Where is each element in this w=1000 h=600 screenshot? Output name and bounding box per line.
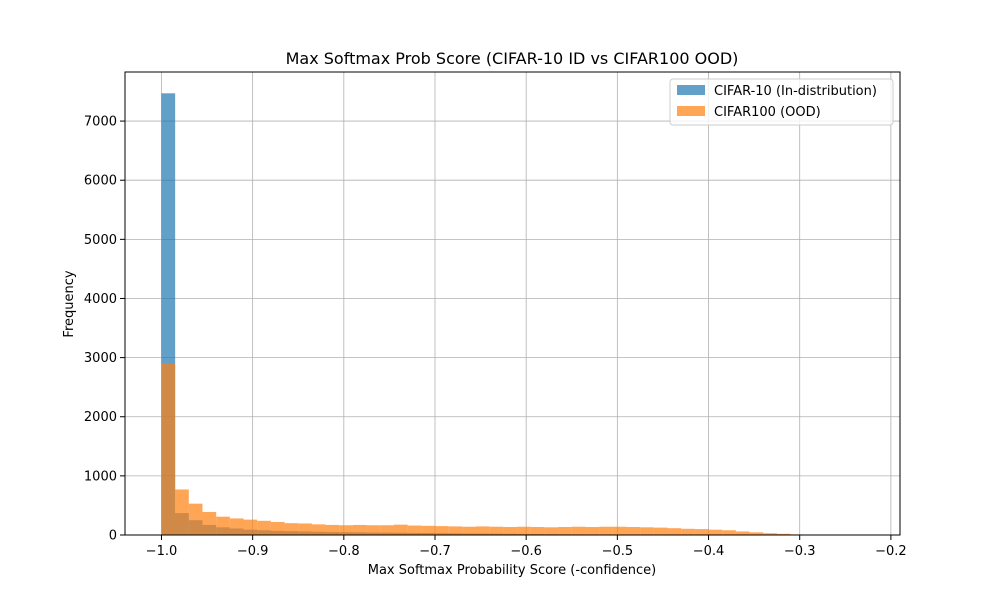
histogram-bar-cifar100 — [311, 524, 326, 535]
histogram-bar-cifar100 — [352, 524, 367, 535]
histogram-bar-cifar100 — [776, 533, 791, 535]
legend-box — [669, 78, 894, 126]
histogram-bar-cifar100 — [530, 527, 545, 535]
x-tick-label: −0.6 — [510, 544, 542, 559]
histogram-bar-cifar100 — [435, 526, 449, 535]
x-tick-label: −0.9 — [237, 544, 269, 559]
legend-swatch-cifar100 — [677, 106, 705, 116]
x-tick-label: −0.2 — [875, 544, 907, 559]
histogram-bar-cifar100 — [612, 526, 627, 535]
histogram-bar-cifar100 — [366, 525, 381, 535]
y-tick-label: 2000 — [84, 410, 117, 425]
histogram-bar-cifar100 — [694, 529, 709, 535]
histogram-bar-cifar100 — [202, 511, 217, 535]
plot-frame — [124, 71, 901, 536]
histogram-bar-cifar100 — [407, 525, 422, 535]
x-axis-label: Max Softmax Probability Score (-confiden… — [368, 563, 657, 578]
histogram-bar-cifar100 — [448, 526, 463, 535]
histogram-bar-cifar100 — [503, 527, 518, 535]
histogram-bar-cifar100 — [229, 518, 244, 535]
histogram-bar-cifar100 — [298, 523, 312, 535]
histogram-bar-cifar100 — [462, 526, 477, 535]
histogram-bar-cifar100 — [339, 525, 353, 535]
histogram-bar-cifar100 — [749, 532, 764, 535]
histogram-bar-cifar100 — [681, 528, 695, 535]
y-tick-label: 3000 — [84, 351, 117, 366]
histogram-bar-cifar100 — [517, 526, 531, 535]
histogram-bar-cifar100 — [640, 527, 654, 535]
y-tick-label: 4000 — [84, 292, 117, 307]
histogram-bar-cifar100 — [571, 526, 586, 535]
chart-title: Max Softmax Prob Score (CIFAR-10 ID vs C… — [286, 49, 739, 68]
histogram-bar-cifar100 — [216, 516, 230, 535]
x-tick-label: −1.0 — [146, 544, 178, 559]
histogram-bar-cifar100 — [599, 526, 613, 535]
histogram-bar-cifar100 — [735, 531, 750, 535]
legend-label-cifar10: CIFAR-10 (In-distribution) — [714, 84, 877, 99]
y-tick-label: 7000 — [84, 115, 117, 130]
histogram-bar-cifar100 — [188, 503, 203, 535]
histogram-bar-cifar100 — [544, 527, 559, 535]
histogram-bar-cifar100 — [270, 521, 285, 535]
histogram-bar-cifar100 — [175, 489, 189, 535]
histogram-bar-cifar100 — [257, 520, 271, 535]
histogram-bar-cifar100 — [421, 525, 435, 535]
histogram-bar-cifar100 — [558, 527, 572, 535]
histogram-bar-cifar100 — [585, 527, 600, 535]
y-tick-label: 1000 — [84, 469, 117, 484]
y-tick-label: 0 — [109, 529, 117, 544]
histogram-bar-cifar100 — [243, 519, 258, 535]
histogram-bar-cifar100 — [380, 525, 394, 535]
histogram-bar-cifar100 — [708, 529, 723, 535]
histogram-bar-cifar100 — [489, 526, 504, 535]
histogram-bar-cifar100 — [393, 524, 408, 535]
y-tick-label: 5000 — [84, 233, 117, 248]
x-tick-label: −0.7 — [419, 544, 451, 559]
plot-area — [125, 72, 900, 535]
bar-layer — [161, 93, 832, 535]
histogram-bar-cifar100 — [325, 524, 340, 535]
y-axis-label: Frequency — [62, 270, 77, 337]
x-tick-label: −0.4 — [693, 544, 725, 559]
histogram-bar-cifar100 — [763, 533, 777, 535]
histogram-bar-cifar100 — [722, 530, 736, 535]
histogram-bar-cifar100 — [476, 526, 490, 535]
histogram-bar-cifar100 — [161, 363, 176, 535]
x-tick-label: −0.3 — [784, 544, 816, 559]
x-tick-label: −0.8 — [328, 544, 360, 559]
y-tick-label: 6000 — [84, 174, 117, 189]
legend: CIFAR-10 (In-distribution) CIFAR100 (OOD… — [669, 78, 894, 126]
histogram-bar-cifar100 — [284, 523, 299, 535]
x-tick-label: −0.5 — [602, 544, 634, 559]
histogram-bar-cifar100 — [653, 527, 668, 535]
legend-label-cifar100: CIFAR100 (OOD) — [714, 105, 821, 120]
legend-swatch-cifar10 — [677, 85, 705, 95]
histogram-bar-cifar100 — [667, 528, 682, 535]
histogram-bar-cifar100 — [626, 527, 641, 535]
tick-layer: −1.0 −0.9 −0.8 −0.7 −0.6 −0.5 −0.4 −0.3 −0.2 0 100… — [84, 115, 907, 559]
